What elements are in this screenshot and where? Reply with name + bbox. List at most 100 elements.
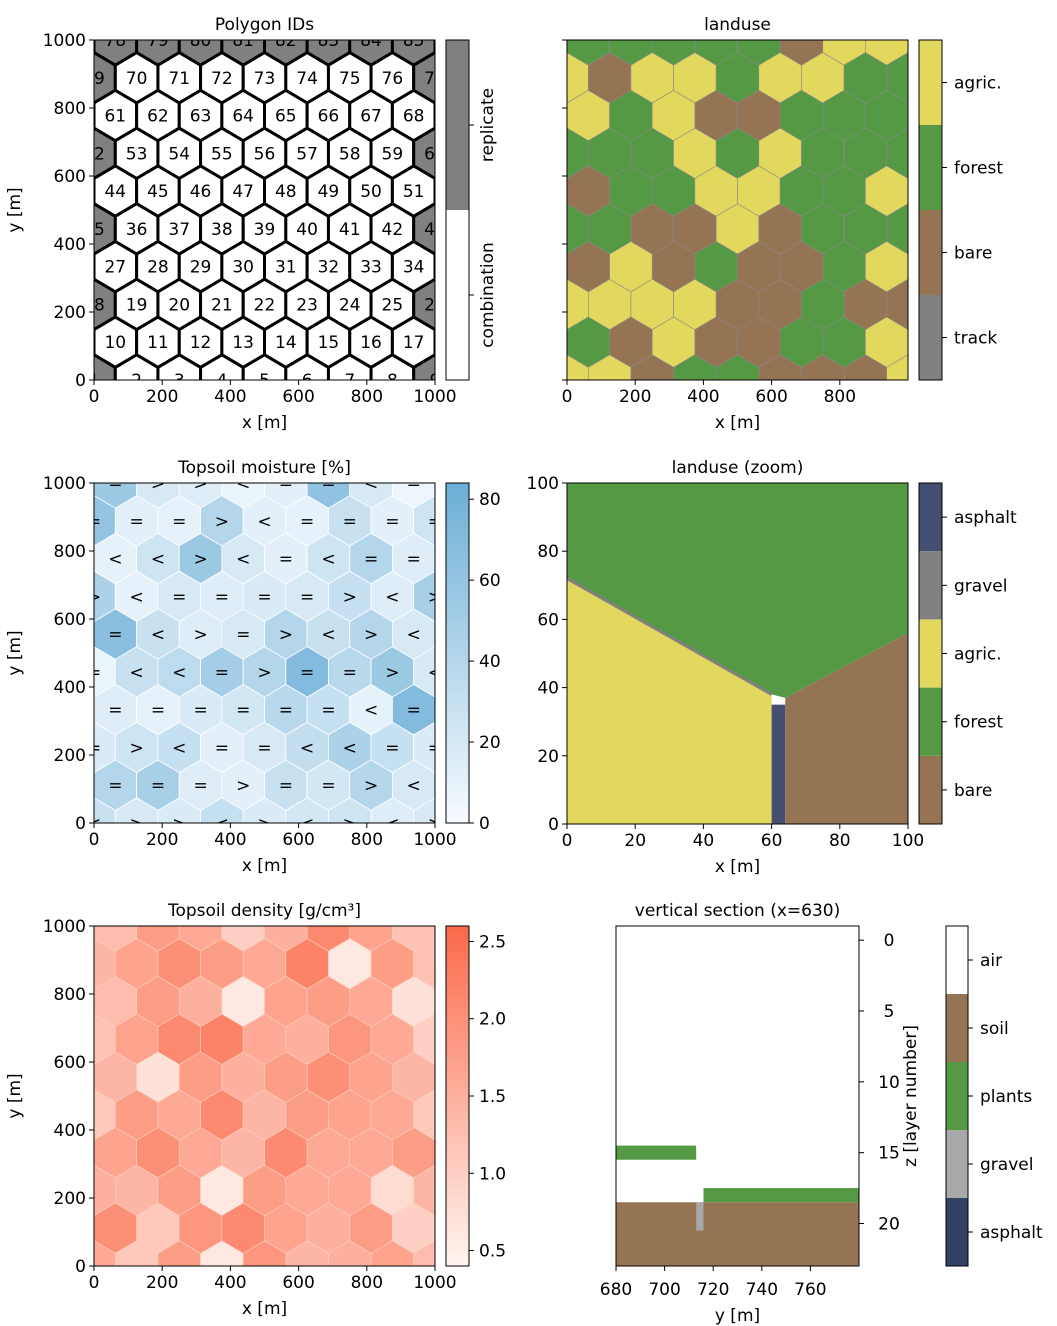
x-tick-label: 0 (89, 830, 100, 850)
polygon-id-label: 18 (83, 295, 105, 315)
moisture-symbol: > (257, 663, 271, 683)
polygon-id-label: 42 (382, 220, 404, 240)
polygon-id-label: 56 (254, 144, 276, 164)
moisture-symbol: > (215, 512, 229, 532)
moisture-symbol: = (300, 663, 314, 683)
moisture-symbol: > (257, 814, 271, 834)
colorbar-tick-label: 20 (479, 733, 501, 753)
hex-cell (412, 277, 435, 332)
polygon-id-label: 15 (318, 333, 340, 353)
colorbar-label: combination (478, 242, 498, 348)
polygon-id-label: 51 (403, 182, 425, 202)
hex-cell (412, 126, 435, 181)
y-tick-label: 400 (54, 1121, 86, 1141)
y-tick-label: 0 (75, 371, 86, 391)
moisture-symbol: > (193, 474, 207, 494)
moisture-symbol: < (364, 474, 378, 494)
y-axis-label: y [m] (5, 1073, 25, 1118)
y-tick-label: 600 (54, 1053, 86, 1073)
polygon-id-label: 79 (147, 31, 169, 51)
polygon-id-label: 57 (296, 144, 318, 164)
polygon-id-label: 47 (232, 182, 254, 202)
polygon-id-label: 19 (126, 295, 148, 315)
x-tick-label: 400 (214, 387, 246, 407)
moisture-symbol: = (236, 701, 250, 721)
layer-gravel (696, 1202, 704, 1231)
y-tick-label: 400 (54, 678, 86, 698)
axes-frame (93, 925, 436, 1267)
polygon-id-label: 27 (104, 258, 126, 278)
y-tick-label: 800 (54, 99, 86, 119)
polygon-id-label: 69 (83, 69, 105, 89)
moisture-symbol: < (172, 663, 186, 683)
polygon-id-label: 20 (168, 295, 190, 315)
polygon-id-label: 14 (275, 333, 297, 353)
colorbar-label: gravel (980, 1155, 1033, 1175)
polygon-id-label: 83 (318, 31, 340, 51)
polygon-id-label: 64 (232, 107, 254, 127)
moisture-symbol: > (130, 814, 144, 834)
moisture-symbol: = (385, 738, 399, 758)
polygon-id-label: 82 (275, 31, 297, 51)
moisture-symbol: > (343, 814, 357, 834)
x-axis-label: x [m] (715, 413, 760, 433)
colorbar-label: forest (954, 713, 1003, 733)
bare-region (785, 633, 908, 824)
moisture-symbol: < (257, 512, 271, 532)
polygon-id-label: 58 (339, 144, 361, 164)
polygon-id-label: 70 (126, 69, 148, 89)
axes-frame (93, 482, 436, 824)
chart-title: Topsoil density [g/cm³] (167, 901, 361, 921)
moisture-symbol: < (236, 474, 250, 494)
moisture-symbol: = (300, 587, 314, 607)
colorbar-swatch (446, 210, 469, 380)
colorbar-tick-label: 2.0 (479, 1010, 506, 1030)
polygon-id-label: 17 (403, 333, 425, 353)
polygon-id-label: 7 (344, 371, 355, 391)
polygon-id-label: 39 (254, 220, 276, 240)
moisture-symbol: = (407, 550, 421, 570)
moisture-symbol: = (300, 512, 314, 532)
y-tick-label: 800 (54, 985, 86, 1005)
moisture-symbol: = (215, 587, 229, 607)
moisture-symbol: = (151, 701, 165, 721)
polygon-id-label: 24 (339, 295, 361, 315)
colorbar-label: agric. (954, 74, 1002, 94)
polygon-id-label: 38 (211, 220, 233, 240)
x-tick-label: 40 (693, 831, 715, 851)
polygon-id-label: 1 (89, 371, 100, 391)
polygon-id-label: 50 (360, 182, 382, 202)
polygon-id-label: 28 (147, 258, 169, 278)
polygon-id-label: 52 (83, 144, 105, 164)
polygon-id-label: 49 (318, 182, 340, 202)
moisture-symbol: = (321, 474, 335, 494)
moisture-symbol: = (428, 738, 442, 758)
x-tick-label: 600 (282, 387, 314, 407)
moisture-symbol: = (279, 550, 293, 570)
moisture-symbol: < (407, 625, 421, 645)
x-tick-label: 800 (351, 830, 383, 850)
moisture-symbol: > (385, 663, 399, 683)
moisture-symbol: = (172, 512, 186, 532)
polygon-id-label: 21 (211, 295, 233, 315)
hex-cell (886, 278, 908, 330)
polygon-id-label: 29 (190, 258, 212, 278)
colorbar-swatch (946, 926, 968, 994)
polygon-id-label: 40 (296, 220, 318, 240)
polygon-id-label: 54 (168, 144, 190, 164)
moisture-symbol: < (300, 738, 314, 758)
polygon-id-label: 60 (424, 144, 446, 164)
polygon-id-label: 4 (216, 371, 227, 391)
x-axis-label: x [m] (715, 857, 760, 877)
colorbar-swatch (946, 994, 968, 1062)
x-tick-label: 80 (829, 831, 851, 851)
x-tick-label: 600 (282, 1273, 314, 1293)
colorbar-swatch (946, 1198, 968, 1266)
hex-cell (412, 201, 435, 256)
moisture-symbol: < (407, 776, 421, 796)
moisture-symbol: < (343, 738, 357, 758)
hex-cell (413, 1013, 435, 1065)
moisture-symbol: = (279, 701, 293, 721)
colorbar-frame (918, 39, 943, 381)
polygon-id-label: 9 (430, 371, 441, 391)
